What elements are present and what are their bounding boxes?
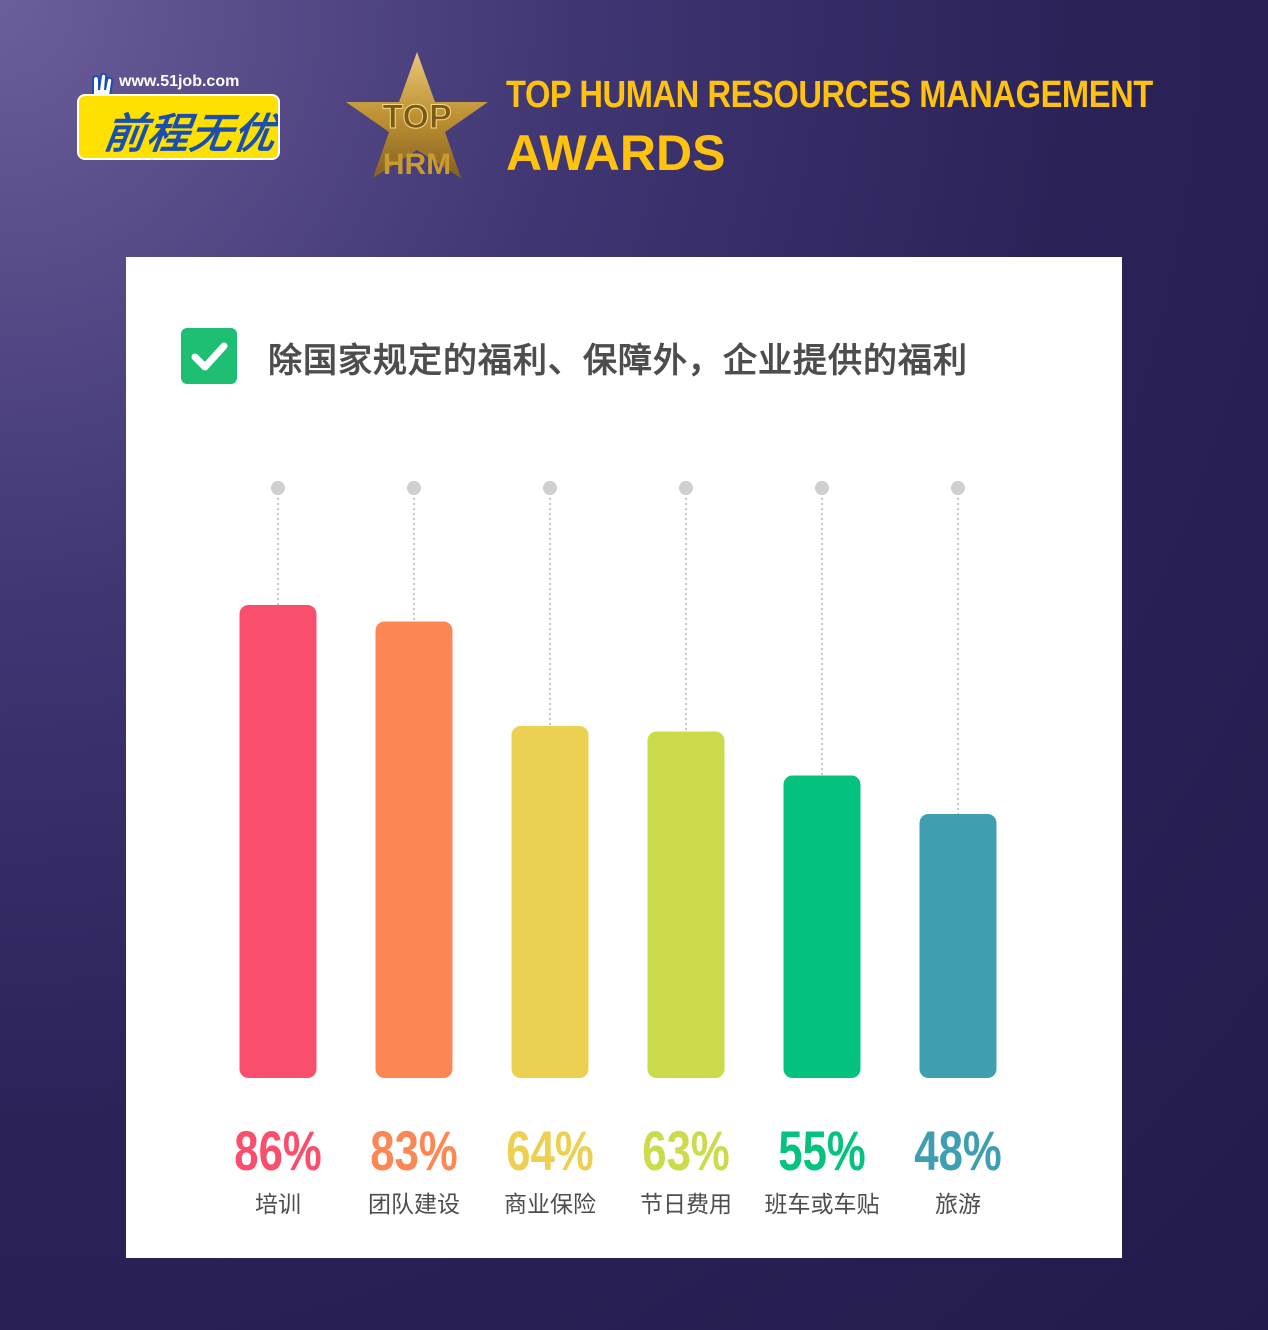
chart-title: 除国家规定的福利、保障外，企业提供的福利 <box>268 341 968 381</box>
leader-dot <box>543 481 557 495</box>
logo-51job: www.51job.com 前程无优 <box>77 72 282 162</box>
chart-panel: 除国家规定的福利、保障外，企业提供的福利 86% 培训 83% 团队建设 64% 商业保险… <box>126 257 1122 1258</box>
value-label: 48% <box>914 1120 1001 1182</box>
leader-dot <box>951 481 965 495</box>
bar-chart: 86% 培训 83% 团队建设 64% 商业保险 63% 节日费用 55% 班车或车贴 48% 旅游 <box>234 481 1002 1218</box>
checkmark-icon <box>181 328 237 384</box>
value-label: 55% <box>778 1120 865 1182</box>
award-title: TOP HUMAN RESOURCES MANAGEMENT <box>506 74 1153 116</box>
bar <box>647 731 725 1078</box>
leader-dot <box>407 481 421 495</box>
value-label: 86% <box>234 1120 321 1182</box>
award-logo-bottom-text: HRM <box>383 148 451 180</box>
logo-brand-text: 前程无优 <box>101 109 280 158</box>
top-hrm-star-logo: TOP HRM <box>346 52 488 180</box>
bar <box>783 775 861 1078</box>
star-icon <box>346 52 488 178</box>
award-logo-top-text: TOP <box>382 98 451 136</box>
bar <box>511 726 589 1078</box>
logo-url-text: www.51job.com <box>119 73 240 90</box>
category-label: 培训 <box>255 1192 301 1218</box>
category-label: 旅游 <box>935 1192 981 1218</box>
value-label: 63% <box>642 1120 729 1182</box>
bar <box>375 621 453 1078</box>
leader-dot <box>815 481 829 495</box>
category-label: 商业保险 <box>504 1192 596 1218</box>
category-label: 班车或车贴 <box>765 1192 880 1218</box>
logo-brand-box: 前程无优 <box>77 94 280 160</box>
value-label: 64% <box>506 1120 593 1182</box>
award-subtitle: AWARDS <box>506 125 726 181</box>
leader-dot <box>271 481 285 495</box>
value-label: 83% <box>370 1120 457 1182</box>
bar <box>919 814 997 1078</box>
leader-dot <box>679 481 693 495</box>
bar <box>239 605 317 1078</box>
category-label: 团队建设 <box>368 1192 460 1218</box>
category-label: 节日费用 <box>640 1192 732 1218</box>
